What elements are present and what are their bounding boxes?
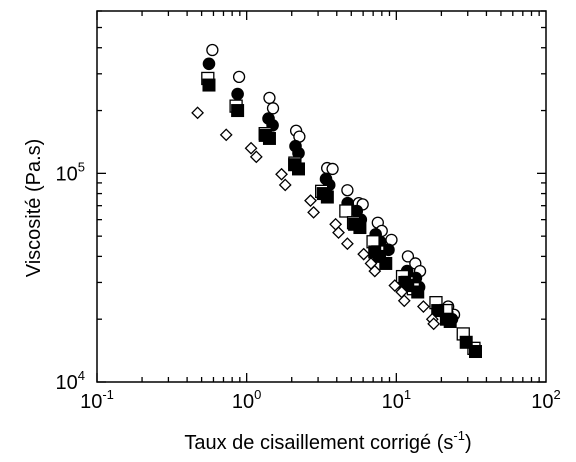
open-circle-point xyxy=(263,91,276,105)
open-diamond-point xyxy=(219,128,233,142)
tick-labels: 10-1 100 101 102 104 105 xyxy=(56,159,561,413)
open-diamond-point xyxy=(340,237,354,251)
filled-square-point xyxy=(320,190,334,204)
y-tick-label: 105 xyxy=(56,159,85,185)
open-circle-point xyxy=(326,162,339,176)
filled-square-point xyxy=(262,131,276,145)
open-circle-point xyxy=(232,70,246,84)
filled-square-point xyxy=(443,314,457,328)
open-diamond-point xyxy=(388,279,402,292)
x-tick-label: 100 xyxy=(232,387,261,413)
x-axis-title: Taux de cisaillement corrigé (s-1) xyxy=(184,428,471,454)
filled-square-point xyxy=(231,104,245,118)
open-diamond-point xyxy=(368,264,382,278)
open-circle-point xyxy=(206,43,219,57)
open-diamond-point xyxy=(397,294,411,308)
x-tick-label: 10-1 xyxy=(80,387,114,413)
open-diamond-point xyxy=(249,150,263,164)
open-circle-point xyxy=(341,184,354,197)
filled-square-point xyxy=(353,221,367,235)
filled-square-point xyxy=(411,285,425,299)
open-diamond-point xyxy=(244,141,258,155)
plot-frame xyxy=(96,10,547,383)
open-diamond-point xyxy=(417,300,430,313)
open-square-point xyxy=(339,204,353,218)
filled-circle-point xyxy=(202,57,216,71)
open-diamond-point xyxy=(278,178,292,192)
filled-square-point xyxy=(292,162,306,176)
open-diamond-point xyxy=(191,106,205,120)
filled-square-point xyxy=(468,345,482,359)
x-tick-label: 102 xyxy=(531,387,560,413)
filled-square-point xyxy=(202,78,216,92)
open-circle-point xyxy=(266,102,280,115)
y-axis-title: Viscosité (Pa.s) xyxy=(23,139,45,278)
open-diamond-point xyxy=(427,317,441,331)
axis-ticks xyxy=(96,10,546,383)
x-tick-label: 101 xyxy=(382,387,411,413)
open-diamond-point xyxy=(357,247,371,261)
open-diamond-point xyxy=(304,194,317,208)
open-diamond-point xyxy=(275,167,288,181)
open-diamond-point xyxy=(332,226,345,240)
filled-circle-point xyxy=(231,87,244,101)
data-marks xyxy=(191,43,482,359)
open-circle-point xyxy=(401,250,415,263)
open-diamond-point xyxy=(307,205,321,219)
y-tick-label: 104 xyxy=(56,368,85,394)
filled-square-point xyxy=(379,256,393,270)
